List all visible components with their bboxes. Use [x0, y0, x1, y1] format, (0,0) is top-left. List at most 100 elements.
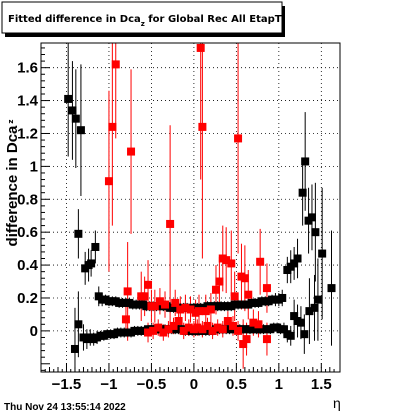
chart-title-suffix: for Global Rec All EtapT [145, 14, 282, 25]
data-point-red [104, 177, 113, 186]
y-tick-label: 0 [30, 323, 38, 340]
data-point-black [318, 249, 327, 258]
data-point-red [244, 290, 253, 299]
data-point-red [198, 122, 207, 131]
plot-frame [40, 42, 341, 373]
data-point-red [254, 320, 263, 329]
data-point-black [74, 320, 83, 329]
data-point-red [196, 43, 205, 52]
data-point-black [296, 318, 305, 327]
data-point-red [223, 317, 232, 326]
data-point-red [166, 219, 175, 228]
data-point-red [242, 335, 251, 344]
data-point-red [256, 257, 265, 266]
error-bar-layer [67, 43, 333, 372]
data-point-red [150, 302, 159, 311]
data-point-red [144, 328, 153, 337]
data-point-black [87, 259, 96, 268]
data-point-red [144, 280, 153, 289]
data-point-red [234, 134, 243, 143]
data-point-red [230, 292, 239, 301]
data-point-black [307, 213, 316, 222]
data-point-red [121, 315, 130, 324]
y-axis-label-text: difference in Dca [4, 125, 21, 247]
y-axis-label: difference in Dcaz [4, 120, 21, 247]
data-point-black [70, 344, 79, 353]
data-point-red [201, 307, 210, 316]
data-point-black [301, 157, 310, 166]
data-point-red [176, 305, 185, 314]
data-point-red [240, 274, 249, 283]
data-point-black [76, 126, 85, 135]
y-tick-label: 0.4 [17, 257, 39, 274]
data-point-red [239, 340, 248, 349]
data-point-red [249, 318, 258, 327]
data-point-red [211, 285, 220, 294]
data-point-black [278, 293, 287, 302]
data-point-red [184, 323, 193, 332]
data-point-red [123, 287, 132, 296]
data-point-red [262, 335, 271, 344]
axis-layer: −1.5 −1 −0.5 0 0.5 1 1.5 0 0.2 0.4 0.6 0.8 1 1.2 1.4 1.… [17, 47, 335, 393]
data-point-red [206, 305, 215, 314]
x-tick-label: 0.5 [226, 376, 247, 393]
y-tick-label: 1.6 [17, 60, 38, 77]
data-point-red [218, 325, 227, 334]
data-point-black [310, 303, 319, 312]
data-point-black [293, 254, 302, 263]
data-point-black [68, 106, 77, 115]
data-point-black [74, 229, 83, 238]
y-tick-label: 1.2 [17, 125, 38, 142]
data-point-red [186, 305, 195, 314]
data-point-black [71, 114, 80, 123]
data-point-red [228, 321, 237, 330]
data-point-red [169, 321, 178, 330]
y-tick-label: 0.6 [17, 224, 38, 241]
data-point-red [149, 326, 158, 335]
chart-title-prefix: Fitted difference in Dca [8, 14, 141, 25]
x-tick-label: 1 [275, 376, 283, 393]
data-point-red [179, 326, 188, 335]
data-point-black [313, 295, 322, 304]
data-point-black [327, 284, 336, 293]
data-point-red [213, 323, 222, 332]
data-point-black [298, 188, 307, 197]
data-point-black [64, 94, 73, 103]
data-point-red [234, 326, 243, 335]
data-point-red [127, 147, 136, 156]
data-point-red [181, 303, 190, 312]
data-point-red [198, 325, 207, 334]
data-point-red [140, 292, 149, 301]
data-point-black [311, 228, 320, 237]
chart-title-subscript: z [141, 20, 145, 28]
data-point-red [164, 325, 173, 334]
x-tick-label: −0.5 [137, 376, 167, 393]
data-point-red [161, 300, 170, 309]
data-point-red [154, 323, 163, 332]
data-point-red [159, 328, 168, 337]
data-point-black [290, 259, 299, 268]
data-point-red [108, 122, 117, 131]
data-point-red [227, 259, 236, 268]
data-point-red [215, 277, 224, 286]
data-point-red [194, 307, 203, 316]
y-tick-label: 0.8 [17, 191, 38, 208]
chart-title: Fitted difference in Dcaz for Global Rec… [8, 14, 282, 28]
data-point-red [174, 317, 183, 326]
data-point-red [262, 284, 271, 293]
data-point-red [203, 321, 212, 330]
data-point-black [286, 331, 295, 340]
data-point-red [193, 323, 202, 332]
data-point-black [290, 312, 299, 321]
data-point-red [171, 298, 180, 307]
data-point-black [305, 307, 314, 316]
y-axis-label-subscript: z [7, 120, 15, 124]
data-point-red [222, 256, 231, 265]
y-tick-label: 1.4 [17, 93, 39, 110]
x-tick-label: −1 [100, 376, 117, 393]
title-box [1, 1, 283, 34]
x-tick-label: −1.5 [52, 376, 82, 393]
data-point-black [300, 330, 309, 339]
